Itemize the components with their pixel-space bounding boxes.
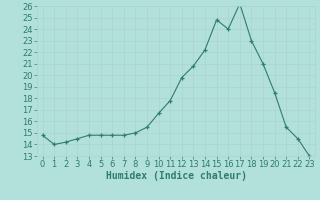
X-axis label: Humidex (Indice chaleur): Humidex (Indice chaleur)	[106, 171, 246, 181]
